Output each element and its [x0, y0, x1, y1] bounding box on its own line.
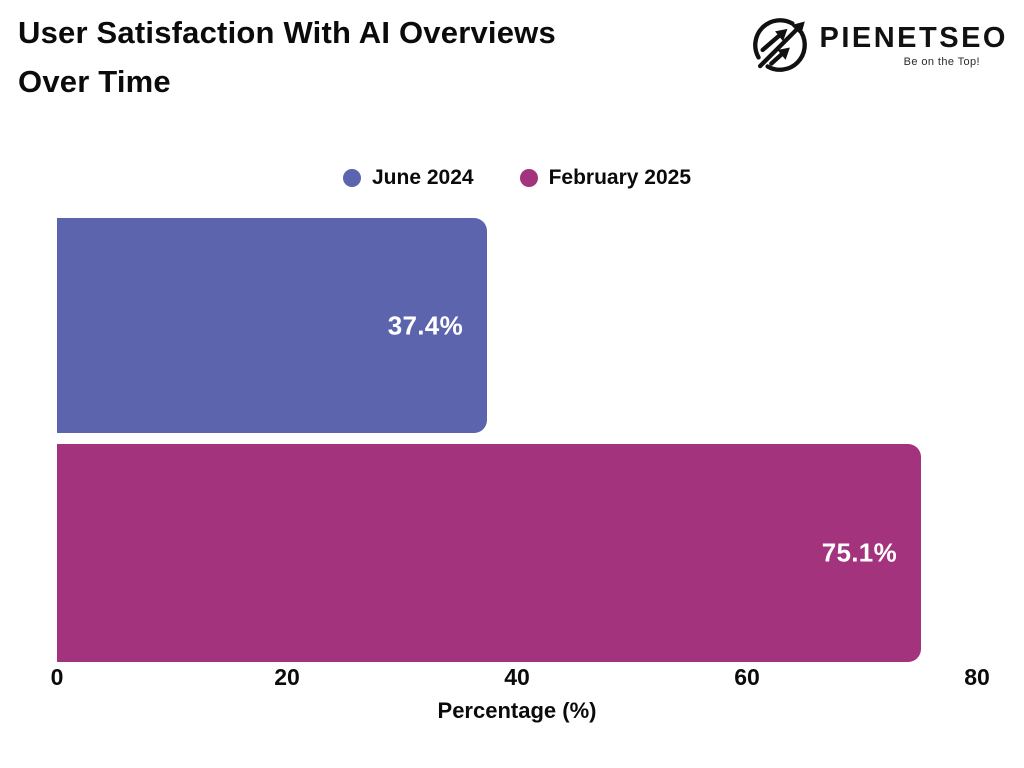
legend-label: February 2025 [548, 166, 691, 189]
brand-text-block: PIENETSEO Be on the Top! [820, 22, 1009, 68]
chart-title: User Satisfaction With AI Overviews Over… [18, 8, 678, 106]
legend-dot-icon [519, 169, 538, 187]
legend-item-february-2025: February 2025 [519, 166, 691, 190]
legend-dot-icon [343, 169, 361, 187]
x-tick-0: 0 [50, 664, 64, 690]
bar-june-2024: 37.4% [57, 218, 487, 433]
growth-arrows-circle-icon [752, 18, 807, 72]
x-tick-20: 20 [274, 664, 300, 690]
legend-label: June 2024 [372, 166, 474, 189]
x-axis-label: Percentage (%) [437, 698, 597, 723]
chart-title-line2: Over Time [18, 64, 171, 99]
brand-logo: PIENETSEO Be on the Top! [749, 14, 1009, 76]
chart-legend: June 2024 February 2025 [57, 166, 977, 190]
bar-value-label: 37.4% [387, 310, 463, 340]
chart-title-line1: User Satisfaction With AI Overviews [18, 15, 556, 50]
x-tick-80: 80 [964, 664, 990, 690]
legend-item-june-2024: June 2024 [343, 166, 474, 190]
brand-name: PIENETSEO [819, 22, 1008, 54]
x-tick-60: 60 [734, 664, 760, 690]
bar-february-2025: 75.1% [57, 444, 921, 662]
x-tick-40: 40 [504, 664, 530, 690]
brand-tagline: Be on the Top! [903, 56, 980, 68]
bar-value-label: 75.1% [821, 537, 897, 568]
